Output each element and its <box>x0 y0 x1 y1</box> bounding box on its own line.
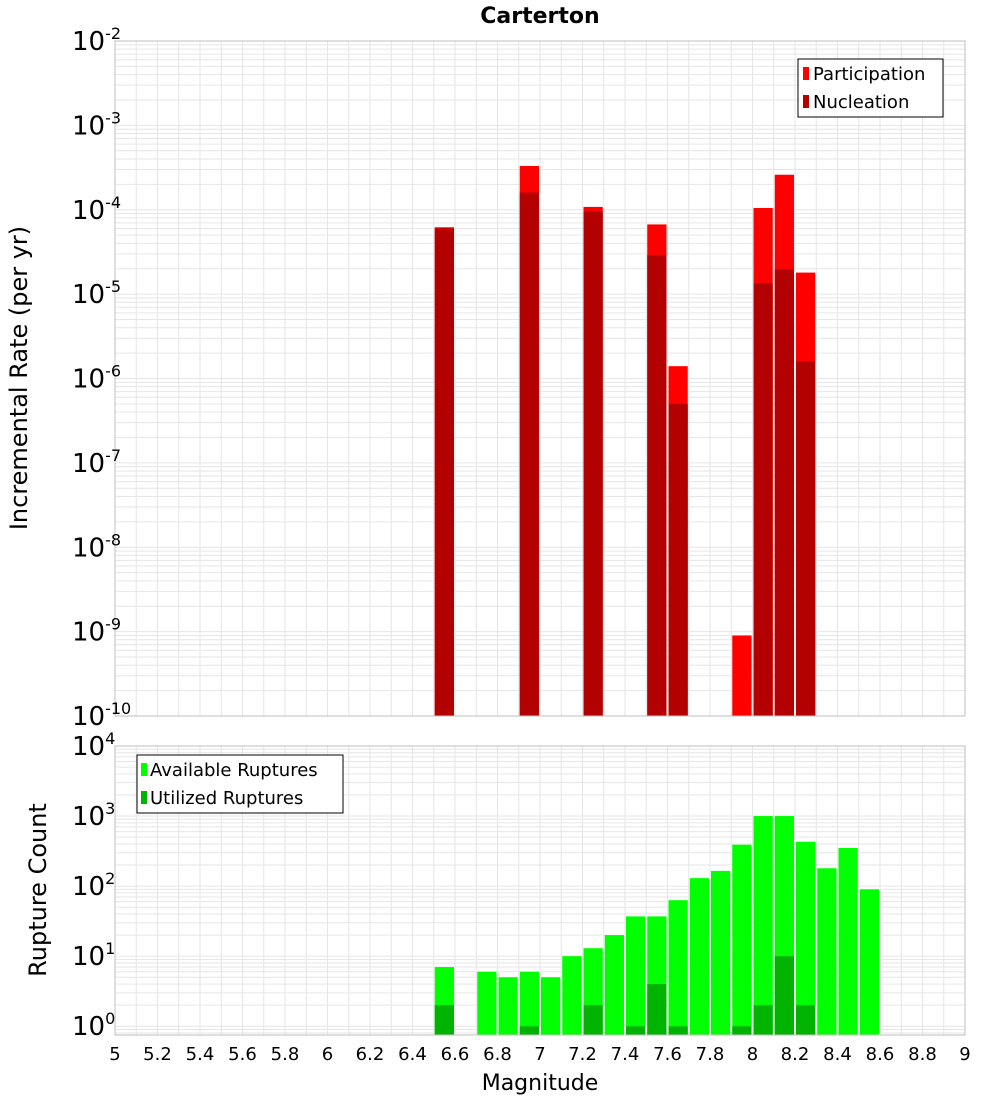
bar-available-ruptures <box>753 816 773 1035</box>
y-tick-label: 10-9 <box>72 615 121 648</box>
y-tick-label: 101 <box>72 939 115 972</box>
legend-swatch-participation <box>803 67 809 80</box>
x-tick-label: 5.6 <box>228 1044 257 1065</box>
bar-utilized-ruptures <box>647 984 667 1035</box>
x-axis-label: Magnitude <box>482 1071 599 1096</box>
x-tick-label: 8.4 <box>823 1044 852 1065</box>
top-bars <box>434 166 816 717</box>
top-plot-frame <box>114 40 966 717</box>
top-y-axis-label: Incremental Rate (per yr) <box>5 226 33 530</box>
bar-available-ruptures <box>689 878 709 1035</box>
bottom-legend: Available Ruptures Utilized Ruptures <box>136 754 344 814</box>
x-tick-label: 7.4 <box>611 1044 640 1065</box>
bar-available-ruptures <box>668 900 688 1035</box>
y-tick-label: 102 <box>72 869 115 902</box>
legend-label-available-ruptures: Available Ruptures <box>150 760 318 781</box>
y-tick-label: 10-7 <box>72 446 121 479</box>
legend-swatch-utilized-ruptures <box>141 791 147 804</box>
bar-available-ruptures <box>562 956 582 1035</box>
y-tick-label: 10-10 <box>72 699 131 732</box>
x-tick-labels: 5 5.2 5.4 5.6 5.8 6 6.2 6.4 6.6 6.8 7 7.2 7.4 7.6 7.8 8… <box>109 1044 970 1065</box>
bottom-plot-frame <box>114 745 966 1036</box>
bar-available-ruptures <box>519 971 539 1035</box>
bar-nucleation <box>583 211 603 716</box>
bottom-y-axis-label: Rupture Count <box>24 803 52 977</box>
legend-swatch-nucleation <box>803 95 809 108</box>
bar-nucleation <box>753 283 773 716</box>
bar-available-ruptures <box>541 977 561 1035</box>
y-tick-label: 10-4 <box>72 193 121 226</box>
x-tick-label: 5 <box>109 1044 120 1065</box>
x-tick-label: 6 <box>322 1044 333 1065</box>
x-tick-label: 8 <box>747 1044 758 1065</box>
bar-available-ruptures <box>626 916 646 1035</box>
x-tick-label: 6.8 <box>483 1044 512 1065</box>
bar-available-ruptures <box>477 971 497 1035</box>
x-tick-label: 5.8 <box>271 1044 300 1065</box>
x-tick-label: 7.8 <box>696 1044 725 1065</box>
bar-utilized-ruptures <box>519 1026 539 1035</box>
x-tick-label: 7.2 <box>568 1044 597 1065</box>
y-tick-label: 103 <box>72 799 115 832</box>
bar-utilized-ruptures <box>434 1005 454 1035</box>
bar-nucleation <box>519 192 539 717</box>
bar-participation <box>732 635 752 716</box>
bar-utilized-ruptures <box>753 1005 773 1035</box>
legend-label-utilized-ruptures: Utilized Ruptures <box>150 788 303 809</box>
bar-available-ruptures <box>732 844 752 1035</box>
y-tick-label: 104 <box>72 729 115 762</box>
top-legend-box <box>797 58 944 118</box>
bar-utilized-ruptures <box>668 1026 688 1035</box>
incremental-rate-panel: 10-10 10-9 10-8 10-7 10-6 10-5 10-4 10-3 10-2 Pa… <box>5 24 966 732</box>
bar-available-ruptures <box>498 977 518 1035</box>
y-tick-label: 10-2 <box>72 24 121 57</box>
bar-utilized-ruptures <box>583 1005 603 1035</box>
y-tick-label: 10-6 <box>72 362 121 395</box>
bar-utilized-ruptures <box>774 956 794 1035</box>
bar-available-ruptures <box>838 848 858 1035</box>
x-tick-label: 8.6 <box>866 1044 895 1065</box>
y-tick-label: 10-8 <box>72 530 121 563</box>
top-legend: Participation Nucleation <box>797 58 944 118</box>
bar-available-ruptures <box>817 868 837 1035</box>
legend-label-participation: Participation <box>813 64 925 85</box>
bar-available-ruptures <box>859 889 879 1035</box>
y-tick-label: 100 <box>72 1009 115 1042</box>
x-tick-label: 7.6 <box>653 1044 682 1065</box>
bar-nucleation <box>796 361 816 716</box>
legend-label-nucleation: Nucleation <box>813 92 909 113</box>
bar-available-ruptures <box>796 841 816 1035</box>
top-y-tick-labels: 10-10 10-9 10-8 10-7 10-6 10-5 10-4 10-3 10-2 <box>72 24 131 732</box>
bar-utilized-ruptures <box>732 1026 752 1035</box>
top-gridlines <box>114 40 966 717</box>
x-tick-label: 7 <box>534 1044 545 1065</box>
bar-available-ruptures <box>604 935 624 1035</box>
bar-utilized-ruptures <box>796 1005 816 1035</box>
x-tick-label: 8.2 <box>781 1044 810 1065</box>
bar-utilized-ruptures <box>626 1026 646 1035</box>
x-tick-label: 8.8 <box>908 1044 937 1065</box>
x-tick-label: 6.6 <box>441 1044 470 1065</box>
bar-available-ruptures <box>711 870 731 1035</box>
bar-nucleation <box>647 255 667 716</box>
chart-title: Carterton <box>480 4 599 29</box>
bottom-y-tick-labels: 100 101 102 103 104 <box>72 729 115 1042</box>
y-tick-label: 10-3 <box>72 108 121 141</box>
x-tick-label: 9 <box>959 1044 970 1065</box>
legend-swatch-available-ruptures <box>141 763 147 776</box>
y-tick-label: 10-5 <box>72 277 121 310</box>
x-tick-label: 6.4 <box>398 1044 427 1065</box>
x-tick-label: 6.2 <box>356 1044 385 1065</box>
bar-nucleation <box>774 269 794 716</box>
bar-nucleation <box>434 228 454 716</box>
x-tick-label: 5.2 <box>143 1044 172 1065</box>
bar-nucleation <box>668 403 688 716</box>
rupture-count-panel: 100 101 102 103 104 Available Ruptures Utili… <box>24 729 966 1042</box>
bottom-legend-box <box>136 754 344 814</box>
bottom-bars <box>434 816 879 1035</box>
x-tick-label: 5.4 <box>186 1044 215 1065</box>
